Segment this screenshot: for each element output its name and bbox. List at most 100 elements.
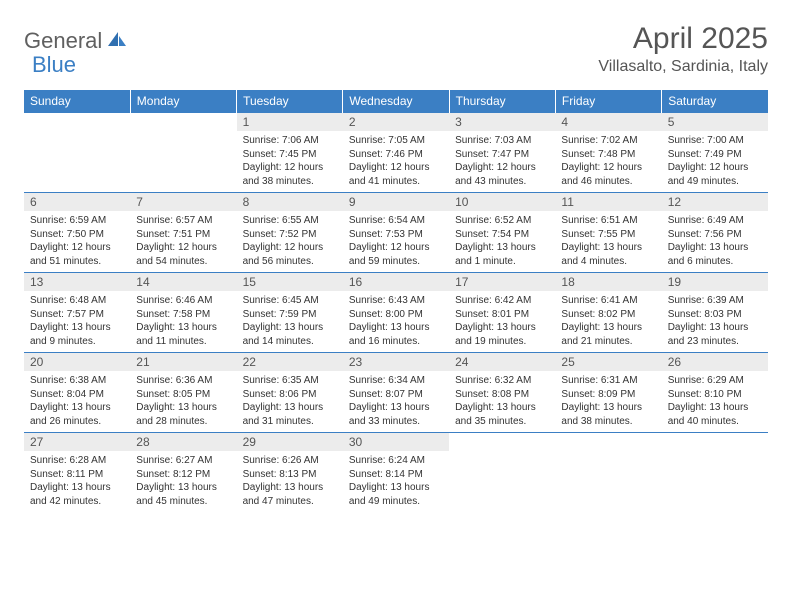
- day-number: 1: [237, 113, 343, 131]
- calendar-week-row: 27Sunrise: 6:28 AMSunset: 8:11 PMDayligh…: [24, 433, 768, 513]
- calendar-day-cell: 14Sunrise: 6:46 AMSunset: 7:58 PMDayligh…: [130, 273, 236, 353]
- day-number: 24: [449, 353, 555, 371]
- day-number: 7: [130, 193, 236, 211]
- calendar-day-cell: 1Sunrise: 7:06 AMSunset: 7:45 PMDaylight…: [237, 113, 343, 193]
- day-number: 2: [343, 113, 449, 131]
- day-number: 17: [449, 273, 555, 291]
- day-number: 29: [237, 433, 343, 451]
- calendar-day-cell: 9Sunrise: 6:54 AMSunset: 7:53 PMDaylight…: [343, 193, 449, 273]
- day-details: Sunrise: 6:52 AMSunset: 7:54 PMDaylight:…: [449, 211, 555, 271]
- day-details: Sunrise: 6:48 AMSunset: 7:57 PMDaylight:…: [24, 291, 130, 351]
- day-number: 26: [662, 353, 768, 371]
- day-details: Sunrise: 6:59 AMSunset: 7:50 PMDaylight:…: [24, 211, 130, 271]
- calendar-day-cell: 17Sunrise: 6:42 AMSunset: 8:01 PMDayligh…: [449, 273, 555, 353]
- calendar-day-cell: [130, 113, 236, 193]
- day-number: 21: [130, 353, 236, 371]
- logo-blue-wrap: Blue: [32, 52, 76, 78]
- day-number: 13: [24, 273, 130, 291]
- day-details: Sunrise: 6:49 AMSunset: 7:56 PMDaylight:…: [662, 211, 768, 271]
- calendar-day-cell: 3Sunrise: 7:03 AMSunset: 7:47 PMDaylight…: [449, 113, 555, 193]
- calendar-week-row: 6Sunrise: 6:59 AMSunset: 7:50 PMDaylight…: [24, 193, 768, 273]
- day-number: 30: [343, 433, 449, 451]
- calendar-day-cell: 12Sunrise: 6:49 AMSunset: 7:56 PMDayligh…: [662, 193, 768, 273]
- logo-text-blue: Blue: [32, 52, 76, 77]
- day-number: 25: [555, 353, 661, 371]
- calendar-day-cell: 16Sunrise: 6:43 AMSunset: 8:00 PMDayligh…: [343, 273, 449, 353]
- day-number: 18: [555, 273, 661, 291]
- page-title: April 2025: [598, 22, 768, 56]
- day-number: 9: [343, 193, 449, 211]
- calendar-day-cell: 13Sunrise: 6:48 AMSunset: 7:57 PMDayligh…: [24, 273, 130, 353]
- logo-text-general: General: [24, 28, 102, 54]
- calendar-day-cell: 18Sunrise: 6:41 AMSunset: 8:02 PMDayligh…: [555, 273, 661, 353]
- calendar-day-cell: 28Sunrise: 6:27 AMSunset: 8:12 PMDayligh…: [130, 433, 236, 513]
- calendar-day-cell: 23Sunrise: 6:34 AMSunset: 8:07 PMDayligh…: [343, 353, 449, 433]
- day-details: Sunrise: 6:43 AMSunset: 8:00 PMDaylight:…: [343, 291, 449, 351]
- calendar-day-cell: 10Sunrise: 6:52 AMSunset: 7:54 PMDayligh…: [449, 193, 555, 273]
- calendar-day-cell: 8Sunrise: 6:55 AMSunset: 7:52 PMDaylight…: [237, 193, 343, 273]
- weekday-header-row: Sunday Monday Tuesday Wednesday Thursday…: [24, 90, 768, 113]
- calendar-day-cell: [662, 433, 768, 513]
- day-number: 3: [449, 113, 555, 131]
- day-details: Sunrise: 6:42 AMSunset: 8:01 PMDaylight:…: [449, 291, 555, 351]
- calendar-day-cell: 4Sunrise: 7:02 AMSunset: 7:48 PMDaylight…: [555, 113, 661, 193]
- calendar-day-cell: 20Sunrise: 6:38 AMSunset: 8:04 PMDayligh…: [24, 353, 130, 433]
- day-details: Sunrise: 6:57 AMSunset: 7:51 PMDaylight:…: [130, 211, 236, 271]
- day-details: Sunrise: 6:36 AMSunset: 8:05 PMDaylight:…: [130, 371, 236, 431]
- calendar-day-cell: 7Sunrise: 6:57 AMSunset: 7:51 PMDaylight…: [130, 193, 236, 273]
- day-details: Sunrise: 7:06 AMSunset: 7:45 PMDaylight:…: [237, 131, 343, 191]
- day-details: Sunrise: 6:32 AMSunset: 8:08 PMDaylight:…: [449, 371, 555, 431]
- day-number: 16: [343, 273, 449, 291]
- day-details: Sunrise: 6:46 AMSunset: 7:58 PMDaylight:…: [130, 291, 236, 351]
- day-details: Sunrise: 6:38 AMSunset: 8:04 PMDaylight:…: [24, 371, 130, 431]
- calendar-day-cell: 11Sunrise: 6:51 AMSunset: 7:55 PMDayligh…: [555, 193, 661, 273]
- weekday-header: Friday: [555, 90, 661, 113]
- day-details: Sunrise: 7:02 AMSunset: 7:48 PMDaylight:…: [555, 131, 661, 191]
- day-number: 27: [24, 433, 130, 451]
- day-details: Sunrise: 6:51 AMSunset: 7:55 PMDaylight:…: [555, 211, 661, 271]
- calendar-day-cell: 27Sunrise: 6:28 AMSunset: 8:11 PMDayligh…: [24, 433, 130, 513]
- header: General April 2025 Villasalto, Sardinia,…: [24, 22, 768, 76]
- day-number: 14: [130, 273, 236, 291]
- day-number: 8: [237, 193, 343, 211]
- day-details: Sunrise: 6:26 AMSunset: 8:13 PMDaylight:…: [237, 451, 343, 511]
- calendar-day-cell: 6Sunrise: 6:59 AMSunset: 7:50 PMDaylight…: [24, 193, 130, 273]
- day-number: 11: [555, 193, 661, 211]
- calendar-day-cell: 24Sunrise: 6:32 AMSunset: 8:08 PMDayligh…: [449, 353, 555, 433]
- day-number: 6: [24, 193, 130, 211]
- calendar-week-row: 20Sunrise: 6:38 AMSunset: 8:04 PMDayligh…: [24, 353, 768, 433]
- day-details: Sunrise: 7:00 AMSunset: 7:49 PMDaylight:…: [662, 131, 768, 191]
- calendar-day-cell: 21Sunrise: 6:36 AMSunset: 8:05 PMDayligh…: [130, 353, 236, 433]
- day-details: Sunrise: 7:03 AMSunset: 7:47 PMDaylight:…: [449, 131, 555, 191]
- day-details: Sunrise: 6:45 AMSunset: 7:59 PMDaylight:…: [237, 291, 343, 351]
- weekday-header: Monday: [130, 90, 236, 113]
- day-number: 20: [24, 353, 130, 371]
- calendar-day-cell: 30Sunrise: 6:24 AMSunset: 8:14 PMDayligh…: [343, 433, 449, 513]
- calendar-day-cell: 25Sunrise: 6:31 AMSunset: 8:09 PMDayligh…: [555, 353, 661, 433]
- day-number: 12: [662, 193, 768, 211]
- day-details: Sunrise: 6:35 AMSunset: 8:06 PMDaylight:…: [237, 371, 343, 431]
- calendar-week-row: 13Sunrise: 6:48 AMSunset: 7:57 PMDayligh…: [24, 273, 768, 353]
- calendar-day-cell: 5Sunrise: 7:00 AMSunset: 7:49 PMDaylight…: [662, 113, 768, 193]
- day-number: 4: [555, 113, 661, 131]
- day-details: Sunrise: 6:24 AMSunset: 8:14 PMDaylight:…: [343, 451, 449, 511]
- weekday-header: Sunday: [24, 90, 130, 113]
- title-block: April 2025 Villasalto, Sardinia, Italy: [598, 22, 768, 76]
- logo: General: [24, 22, 132, 54]
- day-details: Sunrise: 6:55 AMSunset: 7:52 PMDaylight:…: [237, 211, 343, 271]
- calendar-day-cell: 15Sunrise: 6:45 AMSunset: 7:59 PMDayligh…: [237, 273, 343, 353]
- calendar-day-cell: 2Sunrise: 7:05 AMSunset: 7:46 PMDaylight…: [343, 113, 449, 193]
- logo-sail-icon: [106, 30, 128, 53]
- day-number: 15: [237, 273, 343, 291]
- day-details: Sunrise: 6:39 AMSunset: 8:03 PMDaylight:…: [662, 291, 768, 351]
- calendar-day-cell: [24, 113, 130, 193]
- calendar-day-cell: 29Sunrise: 6:26 AMSunset: 8:13 PMDayligh…: [237, 433, 343, 513]
- day-details: Sunrise: 7:05 AMSunset: 7:46 PMDaylight:…: [343, 131, 449, 191]
- calendar-day-cell: [555, 433, 661, 513]
- page-subtitle: Villasalto, Sardinia, Italy: [598, 58, 768, 76]
- day-number: 19: [662, 273, 768, 291]
- day-details: Sunrise: 6:29 AMSunset: 8:10 PMDaylight:…: [662, 371, 768, 431]
- calendar-day-cell: 19Sunrise: 6:39 AMSunset: 8:03 PMDayligh…: [662, 273, 768, 353]
- calendar-table: Sunday Monday Tuesday Wednesday Thursday…: [24, 90, 768, 513]
- calendar-day-cell: [449, 433, 555, 513]
